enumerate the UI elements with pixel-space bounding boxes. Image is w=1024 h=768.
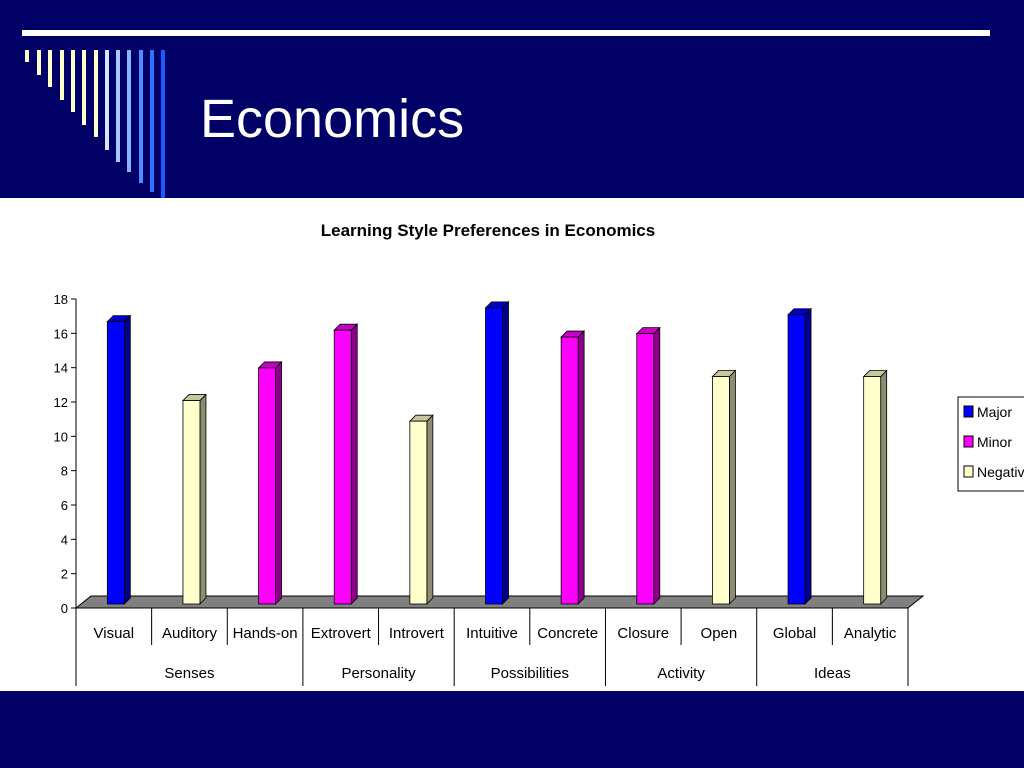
bars bbox=[106, 300, 888, 605]
x-category-label: Hands-on bbox=[233, 625, 298, 642]
y-tick-label: 4 bbox=[61, 532, 68, 547]
bar-extrovert bbox=[333, 323, 359, 605]
x-group-label: Activity bbox=[657, 665, 705, 682]
legend-swatch bbox=[963, 435, 974, 448]
bar-hands-on bbox=[257, 360, 283, 605]
x-category-label: Concrete bbox=[537, 625, 598, 642]
bar-intuitive bbox=[484, 300, 510, 605]
x-category-label: Intuitive bbox=[466, 625, 518, 642]
x-category-label: Closure bbox=[617, 625, 669, 642]
y-tick-label: 12 bbox=[54, 395, 68, 410]
legend-label: Major bbox=[977, 404, 1012, 420]
legend-label: Minor bbox=[977, 434, 1012, 450]
x-category-label: Global bbox=[773, 625, 816, 642]
x-category-label: Introvert bbox=[389, 625, 445, 642]
x-category-label: Visual bbox=[94, 625, 135, 642]
y-tick-label: 10 bbox=[54, 429, 68, 444]
title-rule bbox=[22, 30, 990, 36]
y-tick-label: 2 bbox=[61, 567, 68, 582]
bar-analytic bbox=[862, 369, 888, 605]
x-category-label: Auditory bbox=[162, 625, 218, 642]
slide-title: Economics bbox=[200, 89, 465, 149]
legend-swatch bbox=[963, 405, 974, 418]
x-group-label: Senses bbox=[164, 665, 214, 682]
y-tick-label: 0 bbox=[61, 601, 68, 616]
bar-open bbox=[711, 369, 737, 605]
y-tick-label: 14 bbox=[54, 361, 68, 376]
y-axis: 0 2 4 6 8 10 12 14 16 18 bbox=[54, 292, 77, 616]
bottom-band bbox=[0, 691, 1024, 768]
bar-visual bbox=[106, 314, 132, 605]
x-group-label: Ideas bbox=[814, 665, 851, 682]
y-tick-label: 16 bbox=[54, 326, 68, 341]
y-tick-label: 6 bbox=[61, 498, 68, 513]
bar-global bbox=[787, 307, 813, 605]
bar-concrete bbox=[560, 330, 586, 605]
legend-label: Negative bbox=[977, 464, 1024, 480]
chart-panel: Learning Style Preferences in Economics … bbox=[0, 198, 1024, 691]
y-tick-label: 8 bbox=[61, 464, 68, 479]
x-category-label: Extrovert bbox=[311, 625, 372, 642]
bar-closure bbox=[635, 326, 661, 605]
legend: Major Minor Negative bbox=[957, 396, 1024, 492]
y-tick-label: 18 bbox=[54, 292, 68, 307]
bar-introvert bbox=[408, 414, 434, 605]
chart: Learning Style Preferences in Economics … bbox=[54, 221, 1024, 686]
x-group-label: Possibilities bbox=[491, 665, 569, 682]
x-group-label: Personality bbox=[341, 665, 416, 682]
x-category-label: Analytic bbox=[844, 625, 897, 642]
chart-title: Learning Style Preferences in Economics bbox=[321, 221, 655, 240]
bar-auditory bbox=[181, 393, 207, 605]
x-axis: Visual Auditory Hands-on Extrovert Introvert… bbox=[75, 608, 909, 686]
decorative-stripes bbox=[25, 50, 165, 198]
x-category-label: Open bbox=[701, 625, 738, 642]
legend-swatch bbox=[963, 465, 974, 478]
